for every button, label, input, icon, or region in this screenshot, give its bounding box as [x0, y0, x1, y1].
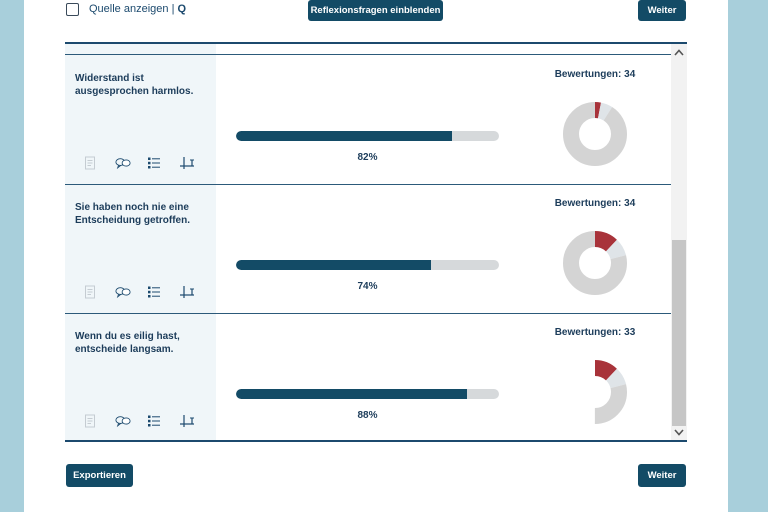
- left-column-background: [65, 44, 216, 440]
- main-panel: Quelle anzeigen | Q Reflexionsfragen ein…: [24, 0, 728, 512]
- ratings-count: Bewertungen: 33: [554, 327, 636, 338]
- row-actions: [83, 285, 195, 299]
- next-button-bottom[interactable]: Weiter: [638, 464, 686, 487]
- document-icon[interactable]: [83, 156, 99, 170]
- speech-bubbles-icon[interactable]: [115, 414, 131, 428]
- chart-axis-icon[interactable]: [179, 156, 195, 170]
- chart-axis-icon[interactable]: [179, 285, 195, 299]
- list-top-edge: [65, 44, 671, 55]
- ratings-donut-chart: [563, 231, 627, 295]
- speech-bubbles-icon[interactable]: [115, 156, 131, 170]
- statement-row: Wenn du es eilig hast, entscheide langsa…: [65, 314, 671, 440]
- agreement-progress-bar: [236, 131, 499, 141]
- statement-row: Sie haben noch nie eine Entscheidung get…: [65, 185, 671, 314]
- scroll-down-arrow-icon[interactable]: [671, 426, 687, 438]
- scroll-up-arrow-icon[interactable]: [671, 46, 687, 58]
- donut-segment-2: [563, 102, 627, 166]
- donut-segment-2: [563, 360, 627, 424]
- chart-axis-icon[interactable]: [179, 414, 195, 428]
- statement-row: Widerstand ist ausgesprochen harmlos. 82…: [65, 56, 671, 185]
- agreement-percentage: 82%: [357, 152, 378, 163]
- statement-list: Widerstand ist ausgesprochen harmlos. 82…: [65, 42, 687, 442]
- show-source-label[interactable]: Quelle anzeigen | Q: [89, 3, 187, 15]
- vertical-scrollbar[interactable]: [671, 44, 687, 440]
- ratings-count: Bewertungen: 34: [554, 198, 636, 209]
- list-icon[interactable]: [147, 285, 163, 299]
- agreement-percentage: 74%: [357, 281, 378, 292]
- list-icon[interactable]: [147, 156, 163, 170]
- progress-fill: [236, 260, 431, 270]
- agreement-progress-bar: [236, 389, 499, 399]
- agreement-progress-bar: [236, 260, 499, 270]
- progress-fill: [236, 131, 452, 141]
- statement-title: Sie haben noch nie eine Entscheidung get…: [75, 202, 190, 226]
- shortcut-key: Q: [177, 3, 187, 15]
- show-source-checkbox[interactable]: [66, 3, 79, 16]
- donut-segment-2: [563, 231, 627, 295]
- progress-fill: [236, 389, 468, 399]
- ratings-donut-chart: [563, 102, 627, 166]
- speech-bubbles-icon[interactable]: [115, 285, 131, 299]
- statement-title: Wenn du es eilig hast, entscheide langsa…: [75, 331, 180, 355]
- document-icon[interactable]: [83, 285, 99, 299]
- ratings-count: Bewertungen: 34: [554, 69, 636, 80]
- donut-segment-0: [563, 360, 627, 424]
- row-actions: [83, 156, 195, 170]
- show-reflection-questions-button[interactable]: Reflexionsfragen einblenden: [308, 0, 443, 21]
- row-actions: [83, 414, 195, 428]
- scrollbar-thumb[interactable]: [672, 240, 686, 426]
- ratings-donut-chart: [563, 360, 627, 424]
- statement-title: Widerstand ist ausgesprochen harmlos.: [75, 73, 194, 97]
- export-button[interactable]: Exportieren: [66, 464, 133, 487]
- document-icon[interactable]: [83, 414, 99, 428]
- list-icon[interactable]: [147, 414, 163, 428]
- top-toolbar: Quelle anzeigen | Q Reflexionsfragen ein…: [24, 0, 728, 24]
- next-button-top[interactable]: Weiter: [638, 0, 686, 21]
- agreement-percentage: 88%: [357, 410, 378, 421]
